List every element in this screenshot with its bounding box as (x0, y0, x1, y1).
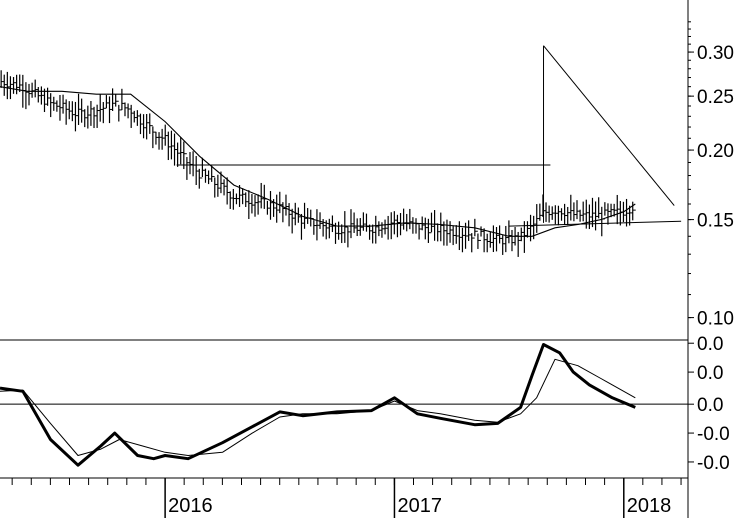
time-axis: 2016 2017 2018 (0, 477, 688, 518)
chart-frame (0, 0, 689, 518)
year-label: 2017 (397, 495, 442, 517)
moving-average-line (0, 86, 636, 237)
price-tick-label: 0.25 (697, 87, 734, 108)
oscillator-tick-label: -0.0 (697, 424, 730, 445)
signal-line (0, 358, 636, 456)
price-tick-label: 0.15 (697, 211, 734, 232)
price-axis-labels: 0.30 0.25 0.20 0.15 0.10 (697, 43, 734, 330)
oscillator-tick-label: -0.0 (697, 453, 730, 474)
oscillator-tick-label: 0.0 (697, 395, 723, 416)
price-tick-label: 0.10 (697, 309, 734, 330)
oscillator-lines (0, 343, 636, 467)
price-bars (0, 70, 636, 257)
oscillator-axis-labels: 0.0 0.0 0.0 -0.0 -0.0 (697, 334, 730, 474)
year-label: 2018 (627, 495, 672, 517)
trendline (543, 45, 675, 206)
oscillator-axis-ticks (0, 342, 694, 463)
price-panel: 0.30 0.25 0.20 0.15 0.10 (0, 21, 734, 330)
price-axis-ticks (688, 21, 694, 319)
oscillator-line (0, 343, 636, 467)
price-tick-label: 0.20 (697, 141, 734, 162)
price-moving-average (0, 86, 636, 237)
oscillator-tick-label: 0.0 (697, 363, 723, 384)
oscillator-panel: 0.0 0.0 0.0 -0.0 -0.0 (0, 334, 730, 474)
year-label: 2016 (168, 495, 213, 517)
oscillator-tick-label: 0.0 (697, 334, 723, 355)
price-tick-label: 0.30 (697, 43, 734, 64)
